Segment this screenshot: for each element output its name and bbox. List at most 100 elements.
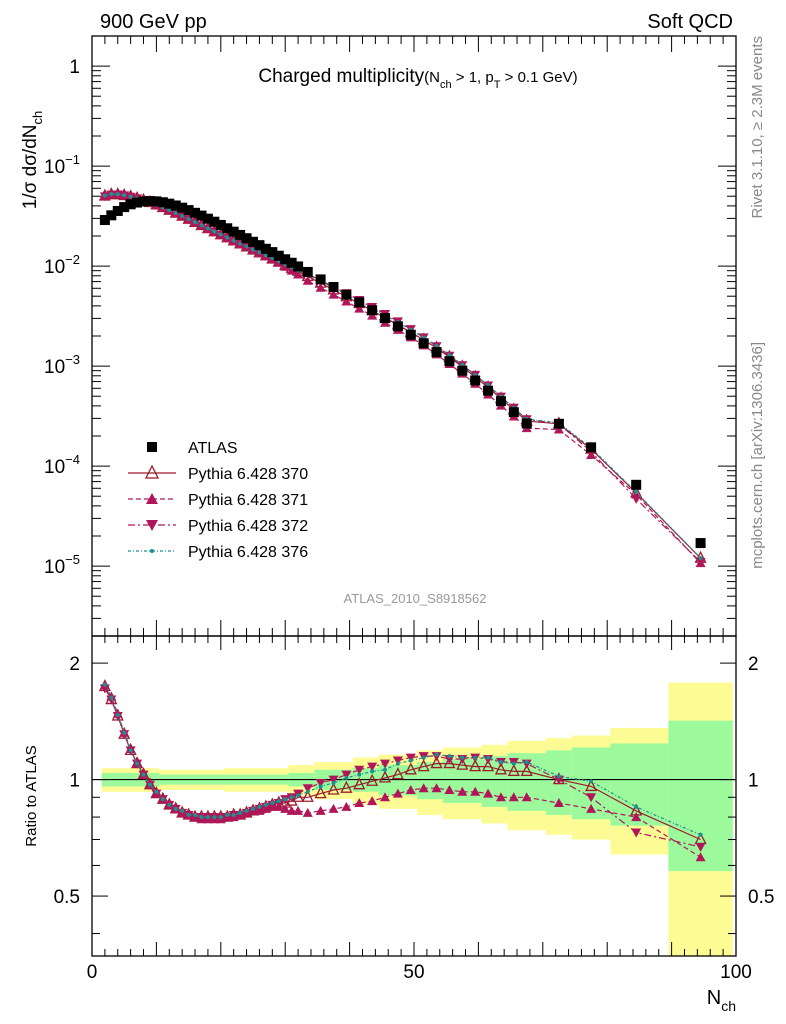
main-point-p376	[231, 238, 236, 243]
ratio-point-p372	[151, 789, 162, 799]
main-title: Charged multiplicity(Nch > 1, pT > 0.1 G…	[258, 66, 577, 91]
ratio-point-p371	[418, 783, 429, 793]
main-ytick-label: 10−1	[44, 152, 80, 178]
main-point-atlas	[367, 305, 378, 316]
ratio-point-p376	[147, 782, 152, 787]
main-ytick-label-base: 1	[69, 57, 80, 78]
ratio-point-p376	[698, 832, 703, 837]
main-point-atlas	[106, 210, 117, 221]
ratio-point-p376	[289, 795, 294, 800]
ratio-point-p372	[315, 778, 326, 788]
main-ytick-label-base: 10	[44, 457, 65, 478]
main-point-atlas	[495, 396, 506, 407]
main-point-atlas	[508, 407, 519, 418]
main-point-atlas	[470, 375, 481, 386]
legend-marker-atlas	[147, 442, 157, 452]
ratio-xtick-label: 50	[403, 962, 424, 983]
main-point-p376	[263, 253, 268, 258]
ratio-point-p370	[507, 763, 520, 777]
legend-marker-p370	[144, 464, 160, 479]
main-ytick-label-exp: −4	[65, 452, 80, 467]
main-point-atlas	[293, 261, 304, 272]
ratio-xlabel: Nch	[707, 987, 736, 1014]
main-point-atlas	[157, 197, 168, 208]
main-ytick-label: 10−3	[44, 352, 80, 378]
main-point-atlas	[483, 385, 494, 396]
ratio-point-p376	[141, 772, 146, 777]
ratio-point-p371	[431, 783, 442, 793]
main-point-atlas	[132, 197, 143, 208]
main-point-p376	[205, 226, 210, 231]
main-point-atlas	[457, 365, 468, 376]
ratio-point-p370	[443, 756, 456, 769]
ratio-point-p376	[199, 815, 204, 820]
ratio-point-p371	[392, 788, 403, 798]
main-point-atlas	[215, 219, 226, 230]
main-ytick-label-base: 10	[44, 357, 65, 378]
ratio-point-p376	[193, 812, 198, 817]
ratio-point-p370	[391, 767, 404, 780]
legend-label-atlas: ATLAS	[188, 440, 238, 457]
ratio-point-p376	[205, 815, 210, 820]
main-point-atlas	[260, 243, 271, 254]
main-ytick-label: 10−2	[44, 252, 80, 278]
main-series-p371	[99, 188, 706, 568]
ratio-axes: 0 50 100 0.5 0.5 1 1 2 2	[54, 636, 774, 983]
legend-marker-p376	[150, 549, 154, 553]
main-title-qual-2: > 1, p	[452, 69, 494, 86]
main-point-atlas	[405, 329, 416, 340]
ratio-point-p371	[280, 803, 291, 813]
main-point-atlas	[241, 233, 252, 244]
main-ytick-label-exp: −3	[65, 352, 80, 367]
main-point-atlas	[222, 223, 233, 234]
ratio-point-p372	[380, 759, 391, 769]
main-point-p376	[115, 192, 120, 197]
ratio-point-p371	[367, 796, 378, 806]
legend-marker-p371	[146, 493, 158, 504]
main-ytick-label: 10−4	[44, 452, 80, 478]
ratio-point-p371	[341, 801, 352, 811]
main-point-p376	[109, 192, 114, 197]
ratio-point-p376	[212, 815, 217, 820]
main-point-p376	[128, 194, 133, 199]
ratio-point-p376	[238, 810, 243, 815]
ratio-point-p370	[494, 762, 507, 775]
main-point-p376	[122, 193, 127, 198]
main-panel: 110−110−210−310−410−5	[44, 35, 737, 637]
main-ytick-label-exp: −1	[65, 152, 80, 167]
main-series-atlas	[99, 196, 706, 549]
main-point-atlas	[164, 198, 175, 209]
ratio-point-p376	[231, 812, 236, 817]
rivet-label: Rivet 3.1.10, ≥ 2.3M events	[749, 36, 766, 219]
ratio-point-p376	[128, 748, 133, 753]
main-point-atlas	[248, 236, 258, 247]
main-point-atlas	[170, 200, 181, 211]
ratio-point-p371	[302, 807, 313, 817]
ratio-point-p370	[366, 773, 379, 786]
main-point-p376	[238, 241, 243, 246]
main-point-atlas	[196, 210, 207, 221]
ratio-line-p371	[104, 685, 701, 858]
main-point-p371	[302, 275, 313, 285]
ratio-point-p376	[556, 774, 561, 779]
ratio-point-p372	[631, 828, 642, 838]
main-point-p376	[225, 235, 230, 240]
main-ytick-label: 1	[69, 57, 80, 78]
ratio-point-p371	[286, 805, 297, 815]
ratio-point-p371	[695, 852, 706, 862]
ratio-point-p376	[421, 755, 426, 760]
legend-label-p372: Pythia 6.428 372	[188, 518, 308, 535]
ratio-point-p370	[417, 759, 430, 772]
ratio-point-p371	[483, 788, 494, 798]
legend-marker-p372	[146, 520, 158, 531]
ratio-point-p372	[695, 842, 706, 852]
ratio-point-p376	[122, 730, 127, 735]
main-point-atlas	[119, 202, 130, 213]
legend-label-p370: Pythia 6.428 370	[188, 466, 308, 483]
main-ylabel-sub: ch	[30, 111, 45, 125]
main-point-atlas	[267, 247, 278, 258]
main-point-p376	[102, 193, 107, 198]
ratio-point-p376	[263, 802, 268, 807]
ratio-point-p376	[218, 815, 223, 820]
